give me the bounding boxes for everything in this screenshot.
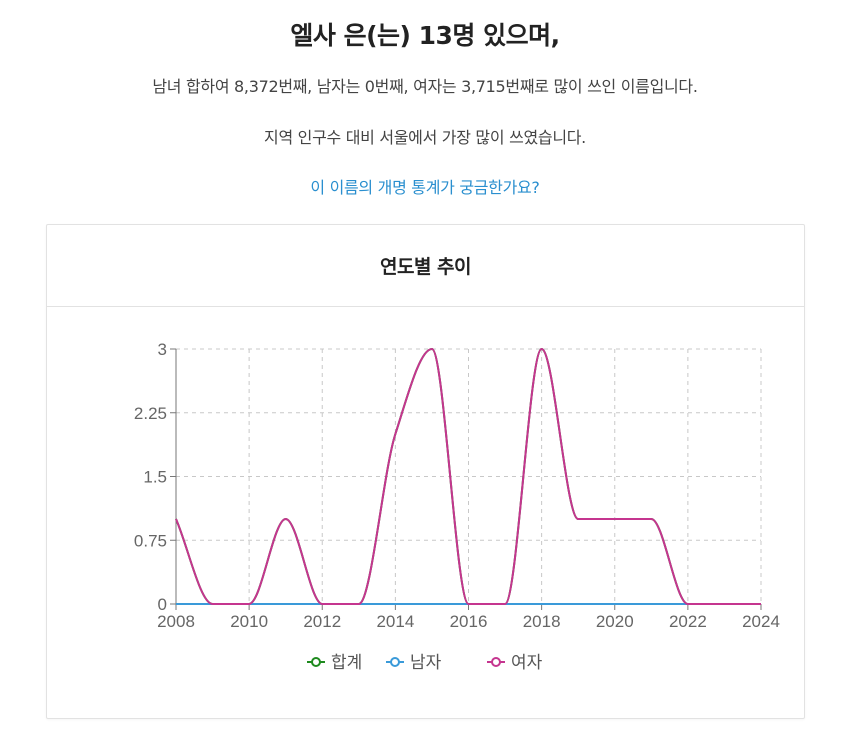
legend-item-male[interactable]: 남자 bbox=[386, 653, 442, 672]
x-tick-label: 2012 bbox=[303, 612, 341, 631]
grid bbox=[175, 348, 762, 605]
legend-label: 남자 bbox=[410, 653, 442, 672]
x-tick-label: 2010 bbox=[230, 612, 268, 631]
legend-marker-icon bbox=[311, 657, 321, 667]
x-tick-label: 2020 bbox=[596, 612, 634, 631]
legend-marker-icon bbox=[491, 657, 501, 667]
y-tick-label: 0.75 bbox=[134, 531, 167, 550]
card-title: 연도별 추이 bbox=[379, 256, 472, 278]
rename-stats-link[interactable]: 이 이름의 개명 통계가 궁금한가요? bbox=[310, 178, 540, 197]
legend-label: 합계 bbox=[331, 653, 362, 672]
card-header: 연도별 추이 bbox=[47, 225, 804, 307]
x-tick-label: 2008 bbox=[157, 612, 195, 631]
axes: 0 0.75 1.5 2.25 3 2008 2010 2012 2014 2016 2018 202… bbox=[134, 340, 780, 631]
legend-item-total[interactable]: 합계 bbox=[307, 653, 362, 672]
legend: 합계 남자 여자 bbox=[307, 653, 543, 672]
y-tick-label: 0 bbox=[158, 595, 167, 614]
headline: 엘사 은(는) 13명 있으며, bbox=[290, 21, 560, 50]
yearly-trend-chart: 0 0.75 1.5 2.25 3 2008 2010 2012 2014 2016 2018 202… bbox=[134, 340, 780, 672]
x-tick-label: 2022 bbox=[669, 612, 707, 631]
x-tick-label: 2014 bbox=[376, 612, 414, 631]
yearly-trend-card: 연도별 추이 0 0.75 1.5 2.25 3 2008 2010 2012 2014 2016… bbox=[46, 224, 805, 719]
series-female-line bbox=[175, 347, 761, 605]
y-tick-label: 3 bbox=[158, 340, 167, 359]
region-text: 지역 인구수 대비 서울에서 가장 많이 쓰였습니다. bbox=[264, 128, 586, 147]
legend-item-female[interactable]: 여자 bbox=[487, 653, 543, 672]
legend-marker-icon bbox=[390, 657, 400, 667]
y-tick-label: 2.25 bbox=[134, 404, 167, 423]
x-tick-label: 2016 bbox=[450, 612, 488, 631]
x-tick-label: 2018 bbox=[523, 612, 561, 631]
y-tick-label: 1.5 bbox=[143, 468, 167, 487]
legend-label: 여자 bbox=[511, 653, 543, 672]
rank-text: 남녀 합하여 8,372번째, 남자는 0번째, 여자는 3,715번째로 많이… bbox=[152, 77, 698, 96]
x-tick-label: 2024 bbox=[742, 612, 780, 631]
